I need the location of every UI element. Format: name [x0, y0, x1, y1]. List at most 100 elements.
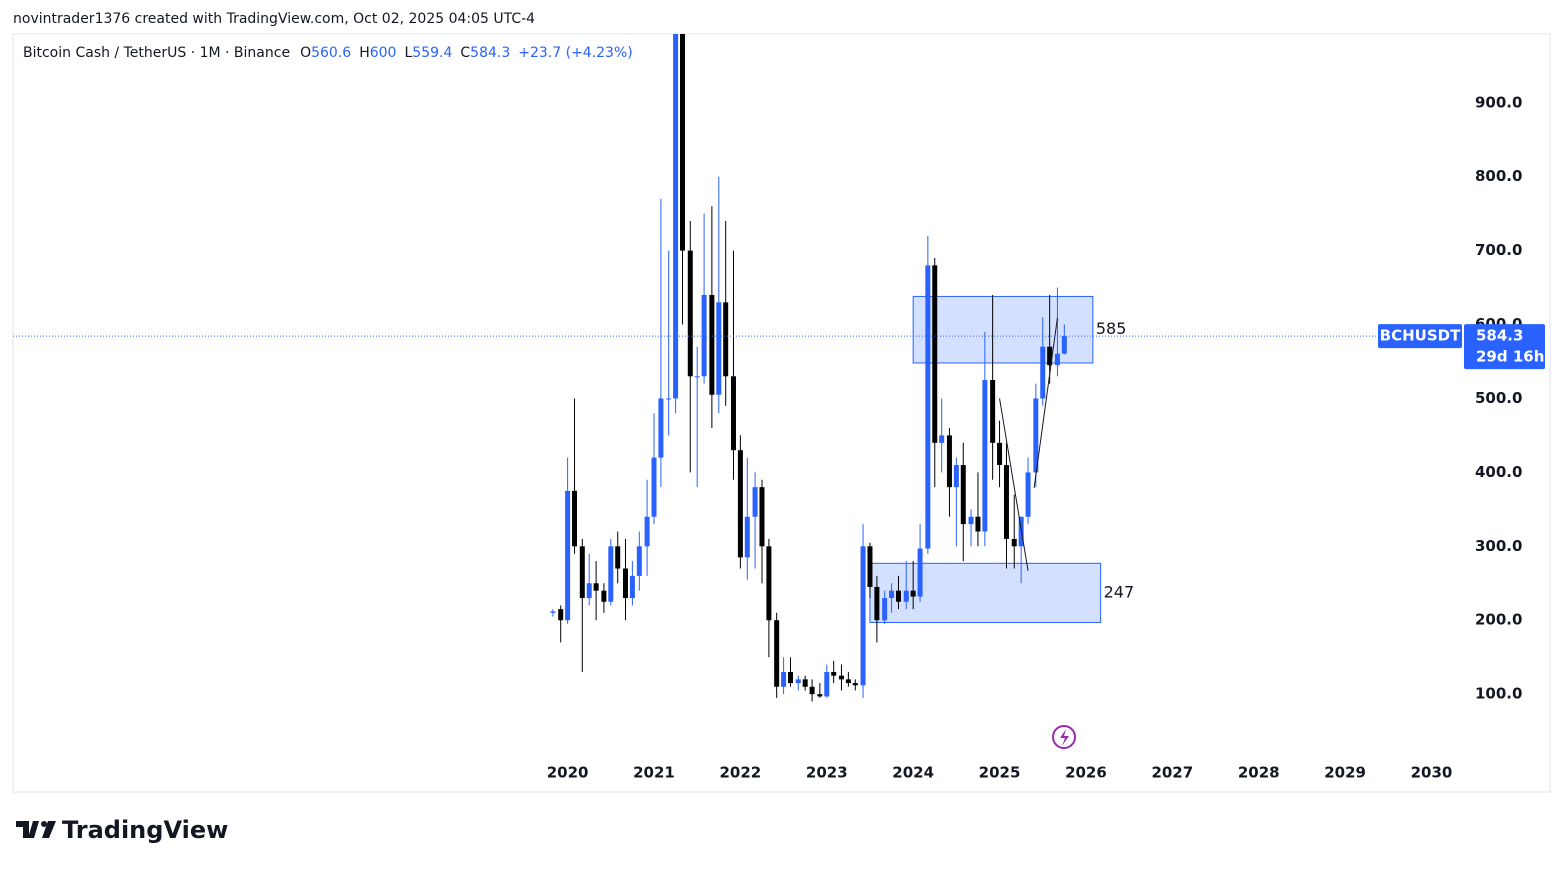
- logo-mark: [42, 821, 56, 838]
- candle-body: [802, 679, 808, 687]
- logo: TradingView: [16, 816, 228, 844]
- candle-body: [673, 34, 679, 399]
- candle-body: [1040, 346, 1046, 399]
- x-tick-label: 2024: [892, 764, 934, 782]
- candle-body: [759, 487, 765, 547]
- candle-body: [953, 464, 959, 488]
- candle-body: [687, 250, 693, 377]
- candle-body: [1047, 346, 1053, 366]
- candle-body: [766, 546, 772, 621]
- candle-body: [1025, 472, 1031, 517]
- countdown: 29d 16h: [1476, 348, 1544, 366]
- candle-body: [601, 590, 607, 602]
- x-tick-label: 2020: [547, 764, 589, 782]
- chart-frame: [12, 33, 1551, 793]
- candle-body: [889, 590, 895, 599]
- candle-body: [831, 671, 837, 676]
- price-label: 584.3: [1476, 327, 1523, 345]
- candle-body: [946, 435, 952, 488]
- candle-body: [990, 379, 996, 443]
- legend-item: H: [359, 45, 370, 61]
- candle-body: [558, 609, 564, 621]
- x-tick-label: 2027: [1151, 764, 1193, 782]
- x-tick-label: 2030: [1411, 764, 1453, 782]
- trend-line: [1033, 317, 1058, 488]
- candle-body: [774, 620, 780, 687]
- candle-body: [666, 398, 672, 400]
- candle-body: [781, 671, 787, 687]
- candle-body: [917, 548, 923, 597]
- x-tick-label: 2029: [1324, 764, 1366, 782]
- candle-body: [982, 379, 988, 532]
- y-tick-label: 800.0: [1475, 167, 1522, 185]
- candle-body: [860, 546, 866, 686]
- candle-body: [874, 586, 880, 621]
- candle-body: [572, 490, 578, 547]
- candle-body: [960, 464, 966, 525]
- candle-body: [615, 546, 621, 569]
- candle-body: [910, 590, 916, 597]
- candle-body: [744, 516, 750, 558]
- legend-item: L: [404, 45, 412, 61]
- y-tick-label: 500.0: [1475, 389, 1522, 407]
- y-tick-label: 400.0: [1475, 463, 1522, 481]
- legend-text: Bitcoin Cash / TetherUS · 1M · Binance O 5…: [23, 45, 633, 61]
- legend-item: C: [460, 45, 470, 61]
- candle-body: [752, 487, 758, 517]
- plot: [550, 34, 1102, 702]
- candle-body: [658, 398, 664, 458]
- candle-body: [723, 302, 729, 377]
- event-icon[interactable]: [1052, 725, 1076, 749]
- candle-body: [694, 376, 700, 378]
- y-tick-label: 900.0: [1475, 93, 1522, 111]
- candle-body: [651, 457, 657, 517]
- x-tick-label: 2025: [979, 764, 1021, 782]
- candle-body: [1054, 353, 1060, 366]
- candle-body: [932, 265, 938, 443]
- x-tick-label: 2028: [1238, 764, 1280, 782]
- candle-body: [852, 683, 858, 686]
- candle-body: [701, 294, 707, 377]
- candle-body: [882, 598, 888, 621]
- candle-body: [968, 516, 974, 525]
- candle-body: [579, 546, 585, 599]
- candle-body: [817, 694, 823, 697]
- candle-body: [838, 675, 844, 680]
- candle-body: [586, 583, 592, 599]
- candle-body: [903, 590, 909, 602]
- legend-item: 559.4: [412, 45, 452, 61]
- candle-body: [680, 34, 686, 251]
- zone-label: 247: [1104, 582, 1135, 601]
- candle-body: [895, 590, 901, 602]
- candle-body: [939, 435, 945, 443]
- footer: TradingView: [62, 816, 228, 844]
- candle-body: [795, 679, 801, 684]
- header: novintrader1376 created with TradingView…: [13, 11, 535, 27]
- candle-body: [709, 294, 715, 395]
- y-tick-label: 700.0: [1475, 241, 1522, 259]
- x-tick-label: 2023: [806, 764, 848, 782]
- y-tick-label: 200.0: [1475, 611, 1522, 629]
- logo-mark: [16, 821, 39, 838]
- candle-body: [1061, 336, 1067, 354]
- candle-body: [824, 671, 830, 697]
- candle-body: [787, 671, 793, 684]
- trend-line: [999, 398, 1029, 571]
- candle-body: [644, 516, 650, 547]
- candle-body: [550, 611, 556, 613]
- logo-dot: [41, 821, 47, 827]
- candle-body: [997, 442, 1003, 465]
- legend-item: Bitcoin Cash / TetherUS · 1M · Binance: [23, 45, 290, 61]
- candle-body: [1003, 464, 1009, 539]
- candle-body: [622, 568, 628, 599]
- candle-body: [845, 679, 851, 684]
- price-badge: [1464, 324, 1545, 370]
- legend: Bitcoin Cash / TetherUS · 1M · Binance O 5…: [23, 45, 633, 61]
- candle-body: [867, 546, 873, 587]
- zone-label: 585: [1096, 319, 1127, 338]
- legend-item: O: [300, 45, 311, 61]
- legend-item: 600: [370, 45, 397, 61]
- candle-body: [565, 490, 571, 621]
- x-tick-label: 2026: [1065, 764, 1107, 782]
- candle-body: [593, 583, 599, 591]
